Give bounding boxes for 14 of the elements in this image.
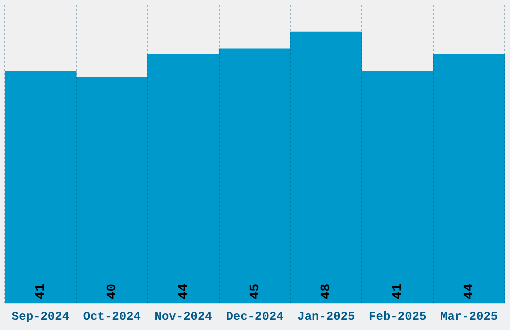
data-label: 40 <box>104 284 120 300</box>
x-tick-label: Nov-2024 <box>154 310 212 324</box>
data-label: 44 <box>462 284 477 300</box>
x-tick-label: Sep-2024 <box>12 310 70 324</box>
x-tick-label: Oct-2024 <box>83 310 141 324</box>
x-tick-label: Jan-2025 <box>298 310 356 324</box>
x-tick-label: Feb-2025 <box>369 310 427 324</box>
data-label: 48 <box>318 284 334 300</box>
x-tick-label: Dec-2024 <box>226 310 284 324</box>
data-label: 41 <box>390 284 406 300</box>
data-label: 44 <box>176 284 191 300</box>
data-label: 41 <box>32 284 48 300</box>
data-label: 45 <box>247 284 262 300</box>
x-tick-label: Mar-2025 <box>440 310 498 324</box>
